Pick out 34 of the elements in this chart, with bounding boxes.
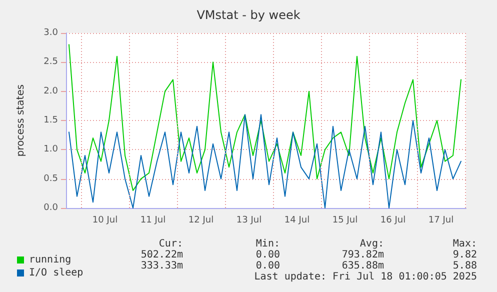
x-tick-label: 11 Jul: [140, 216, 166, 226]
y-tick-label: 1.5: [44, 116, 58, 126]
y-tick-label: 0.5: [44, 174, 58, 184]
legend-label: running: [29, 254, 72, 266]
text: 9.82: [452, 250, 477, 260]
y-tick-label: 1.0: [44, 144, 58, 155]
text: 5.88: [452, 260, 477, 272]
x-tick-label: 16 Jul: [380, 216, 406, 226]
text: 635.88m: [342, 260, 384, 272]
y-tick-label: 3.0: [44, 28, 58, 38]
text: Avg:: [360, 238, 384, 250]
y-axis-title: process states: [16, 84, 26, 157]
text: Last update: Fri Jul 18 01:00:05 2025: [254, 272, 477, 282]
text: 0.00: [256, 250, 280, 260]
y-tick-label: 2.5: [44, 57, 58, 68]
y-tick-label: 0.0: [44, 203, 58, 213]
text: Min:: [256, 238, 280, 250]
x-tick-label: 14 Jul: [284, 216, 310, 226]
text: 0.00: [256, 260, 280, 272]
legend-label: I/O sleep: [29, 268, 84, 278]
text: 333.33m: [140, 260, 183, 272]
y-tick-label: 2.0: [44, 86, 58, 96]
line-series: [68, 114, 462, 208]
text: 502.22m: [140, 250, 183, 260]
x-tick-label: 10 Jul: [92, 216, 118, 226]
x-tick-label: 12 Jul: [188, 216, 214, 226]
line-series: [68, 44, 462, 191]
chart-title: VMstat - by week: [196, 8, 300, 22]
text: Cur:: [158, 238, 183, 250]
x-tick-label: 15 Jul: [332, 216, 358, 226]
text: 793.82m: [342, 250, 384, 260]
text: Max:: [452, 238, 477, 250]
x-tick-label: 17 Jul: [428, 216, 454, 226]
x-tick-label: 13 Jul: [236, 216, 262, 226]
